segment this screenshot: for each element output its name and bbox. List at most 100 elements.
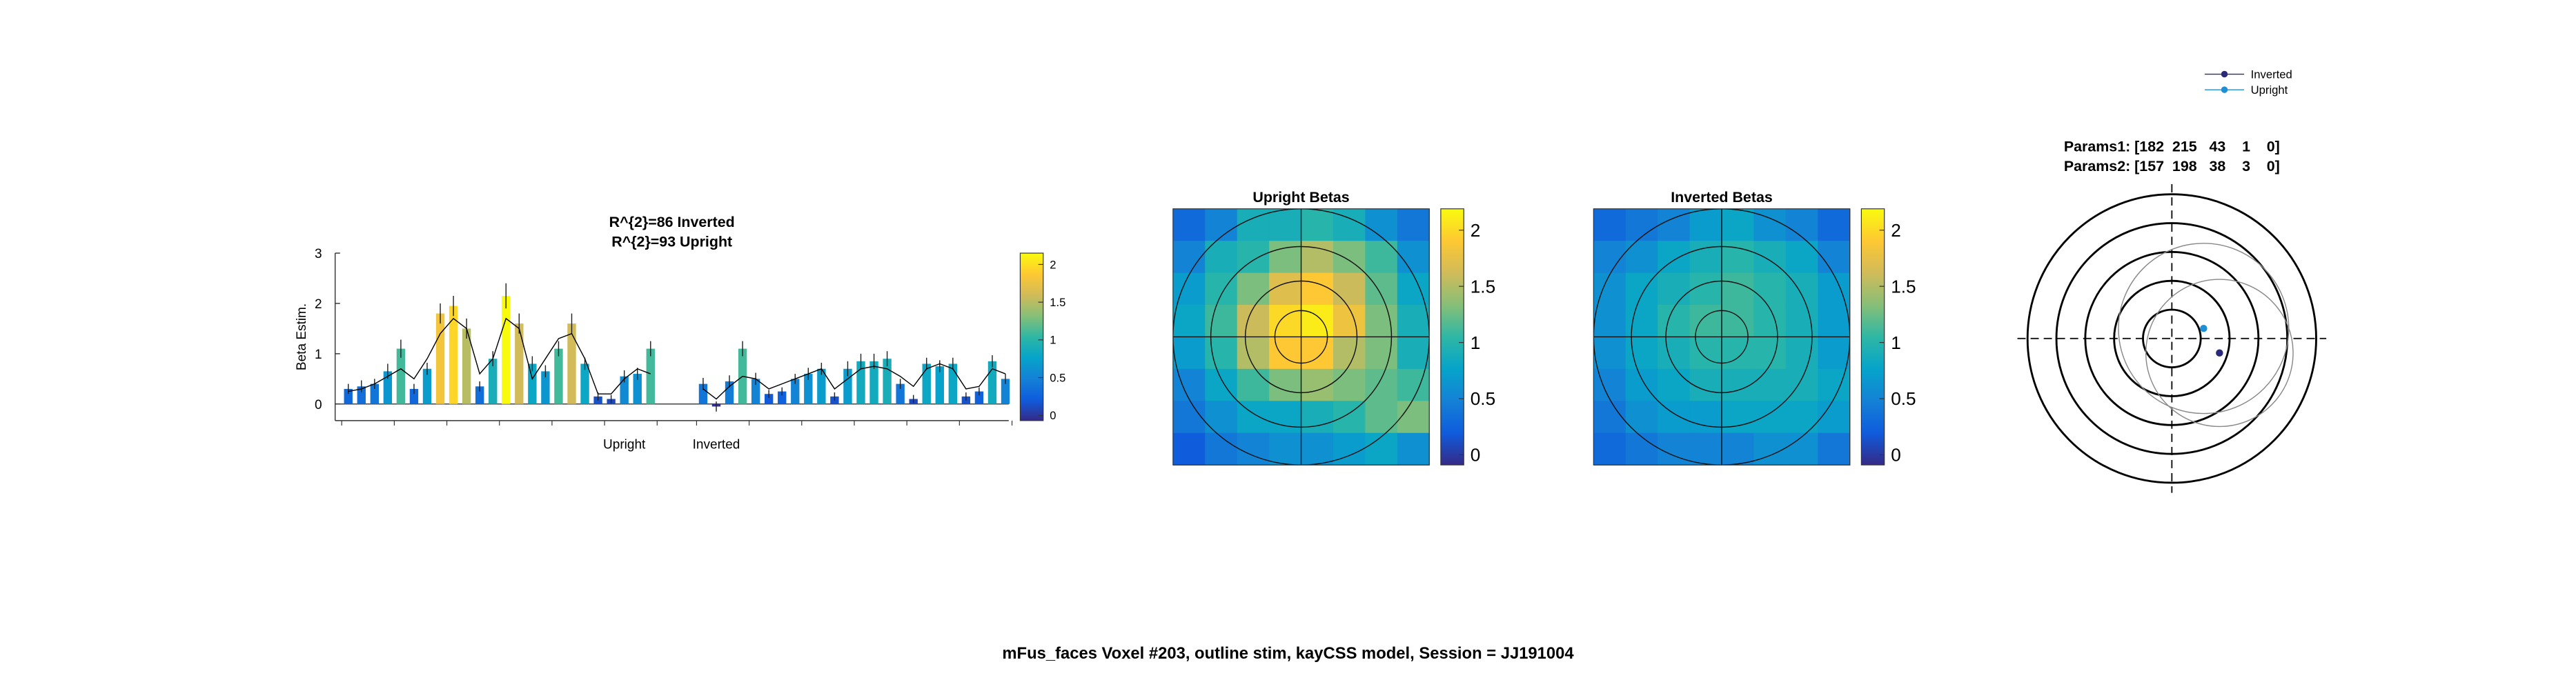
chart-title: R^{2}=93 Upright (611, 234, 732, 250)
heat-cell (1785, 432, 1819, 466)
bar (804, 374, 813, 404)
heat-cell (1172, 241, 1206, 274)
frame (1172, 208, 1430, 466)
bar (489, 359, 498, 404)
heat-cell (1818, 337, 1851, 370)
figure-title: mFus_faces Voxel #203, outline stim, kay… (1002, 644, 1574, 663)
heat-cell (1172, 401, 1206, 434)
heat-cell (1593, 305, 1626, 338)
colorbar-tick-label: 2 (1891, 220, 1901, 241)
legend-label: Inverted (2251, 68, 2292, 81)
ring (2084, 250, 2260, 426)
heat-cell (1205, 368, 1238, 402)
heat-cell (1333, 272, 1366, 306)
heat-cell (1753, 272, 1787, 306)
colorbar-tick-label: 0 (1891, 445, 1901, 466)
chart-title: Inverted Betas (1671, 189, 1773, 206)
bar (357, 386, 366, 404)
bar (502, 296, 511, 404)
heat-cell (1269, 401, 1302, 434)
y-tick-label: 3 (315, 247, 322, 261)
bar (409, 388, 419, 404)
heat-cell (1301, 272, 1334, 306)
bar (515, 323, 524, 404)
heat-cell (1689, 401, 1722, 434)
colorbar-tick-label: 1.5 (1050, 296, 1065, 309)
colorbar-tick-label: 0.5 (1891, 388, 1916, 409)
colorbar-tick-label: 2 (1050, 258, 1056, 271)
y-axis-label: Beta Estim. (295, 303, 309, 370)
heat-cell (1689, 337, 1722, 370)
heat-cell (1269, 337, 1302, 370)
heat-cell (1722, 272, 1755, 306)
heat-cell (1237, 272, 1270, 306)
bar (791, 379, 800, 404)
bar (528, 363, 537, 404)
heat-cell (1818, 208, 1851, 241)
heat-cell (1818, 272, 1851, 306)
heat-cell (1365, 208, 1398, 241)
heat-cell (1625, 337, 1658, 370)
heat-cell (1625, 368, 1658, 402)
heat-cell (1172, 305, 1206, 338)
heat-cell (1237, 305, 1270, 338)
bar (435, 313, 445, 404)
heat-cell (1237, 401, 1270, 434)
bar (646, 348, 655, 404)
heat-cell (1205, 401, 1238, 434)
heat-cell (1365, 337, 1398, 370)
bar (778, 391, 787, 404)
heat-cell (1301, 432, 1334, 466)
heat-cell (1658, 305, 1691, 338)
bar (725, 381, 734, 404)
bar (370, 383, 379, 404)
colorbar (1019, 252, 1044, 421)
bar (869, 361, 878, 404)
bar (396, 348, 406, 404)
heat-cell (1333, 208, 1366, 241)
bar (383, 371, 393, 404)
params-text: Params2: [157 198 38 3 0] (2064, 158, 2280, 174)
heat-cell (1593, 241, 1626, 274)
heat-cell (1333, 241, 1366, 274)
legend-marker (2221, 86, 2228, 93)
bar (344, 388, 353, 404)
heat-cell (1365, 368, 1398, 402)
prf-center (2216, 349, 2223, 357)
heat-cell (1753, 401, 1787, 434)
heat-cell (1333, 305, 1366, 338)
heat-cell (1172, 368, 1206, 402)
colorbar-tick-label: 0.5 (1050, 371, 1065, 384)
y-tick-label: 0 (315, 398, 322, 412)
bar (817, 368, 826, 404)
overlay (1172, 208, 1430, 466)
heat-cell (1818, 368, 1851, 402)
ring (2026, 193, 2317, 484)
colorbar-tick-label: 1 (1050, 334, 1056, 347)
prf-center (2200, 324, 2208, 332)
prf-size (2118, 243, 2290, 414)
heat-cell (1689, 368, 1722, 402)
colorbar-tick-label: 1 (1471, 332, 1481, 353)
chart-title: R^{2}=86 Inverted (609, 214, 735, 230)
heat-cell (1785, 401, 1819, 434)
bar (948, 363, 958, 404)
legend-marker (2221, 70, 2228, 78)
heat-cell (1722, 305, 1755, 338)
heat-cell (1785, 241, 1819, 274)
ring (2113, 279, 2231, 397)
heat-cell (1722, 401, 1755, 434)
heat-cell (1301, 241, 1334, 274)
legend-label: Upright (2251, 83, 2288, 97)
heat-cell (1689, 241, 1722, 274)
heat-cell (1301, 208, 1334, 241)
bar (633, 374, 642, 404)
heat-cell (1785, 272, 1819, 306)
colorbar-tick-label: 1.5 (1471, 276, 1495, 297)
bar (475, 386, 484, 404)
bar (554, 348, 563, 404)
params-text: Params1: [182 215 43 1 0] (2064, 138, 2280, 154)
heat-cell (1625, 305, 1658, 338)
heat-cell (1205, 208, 1238, 241)
